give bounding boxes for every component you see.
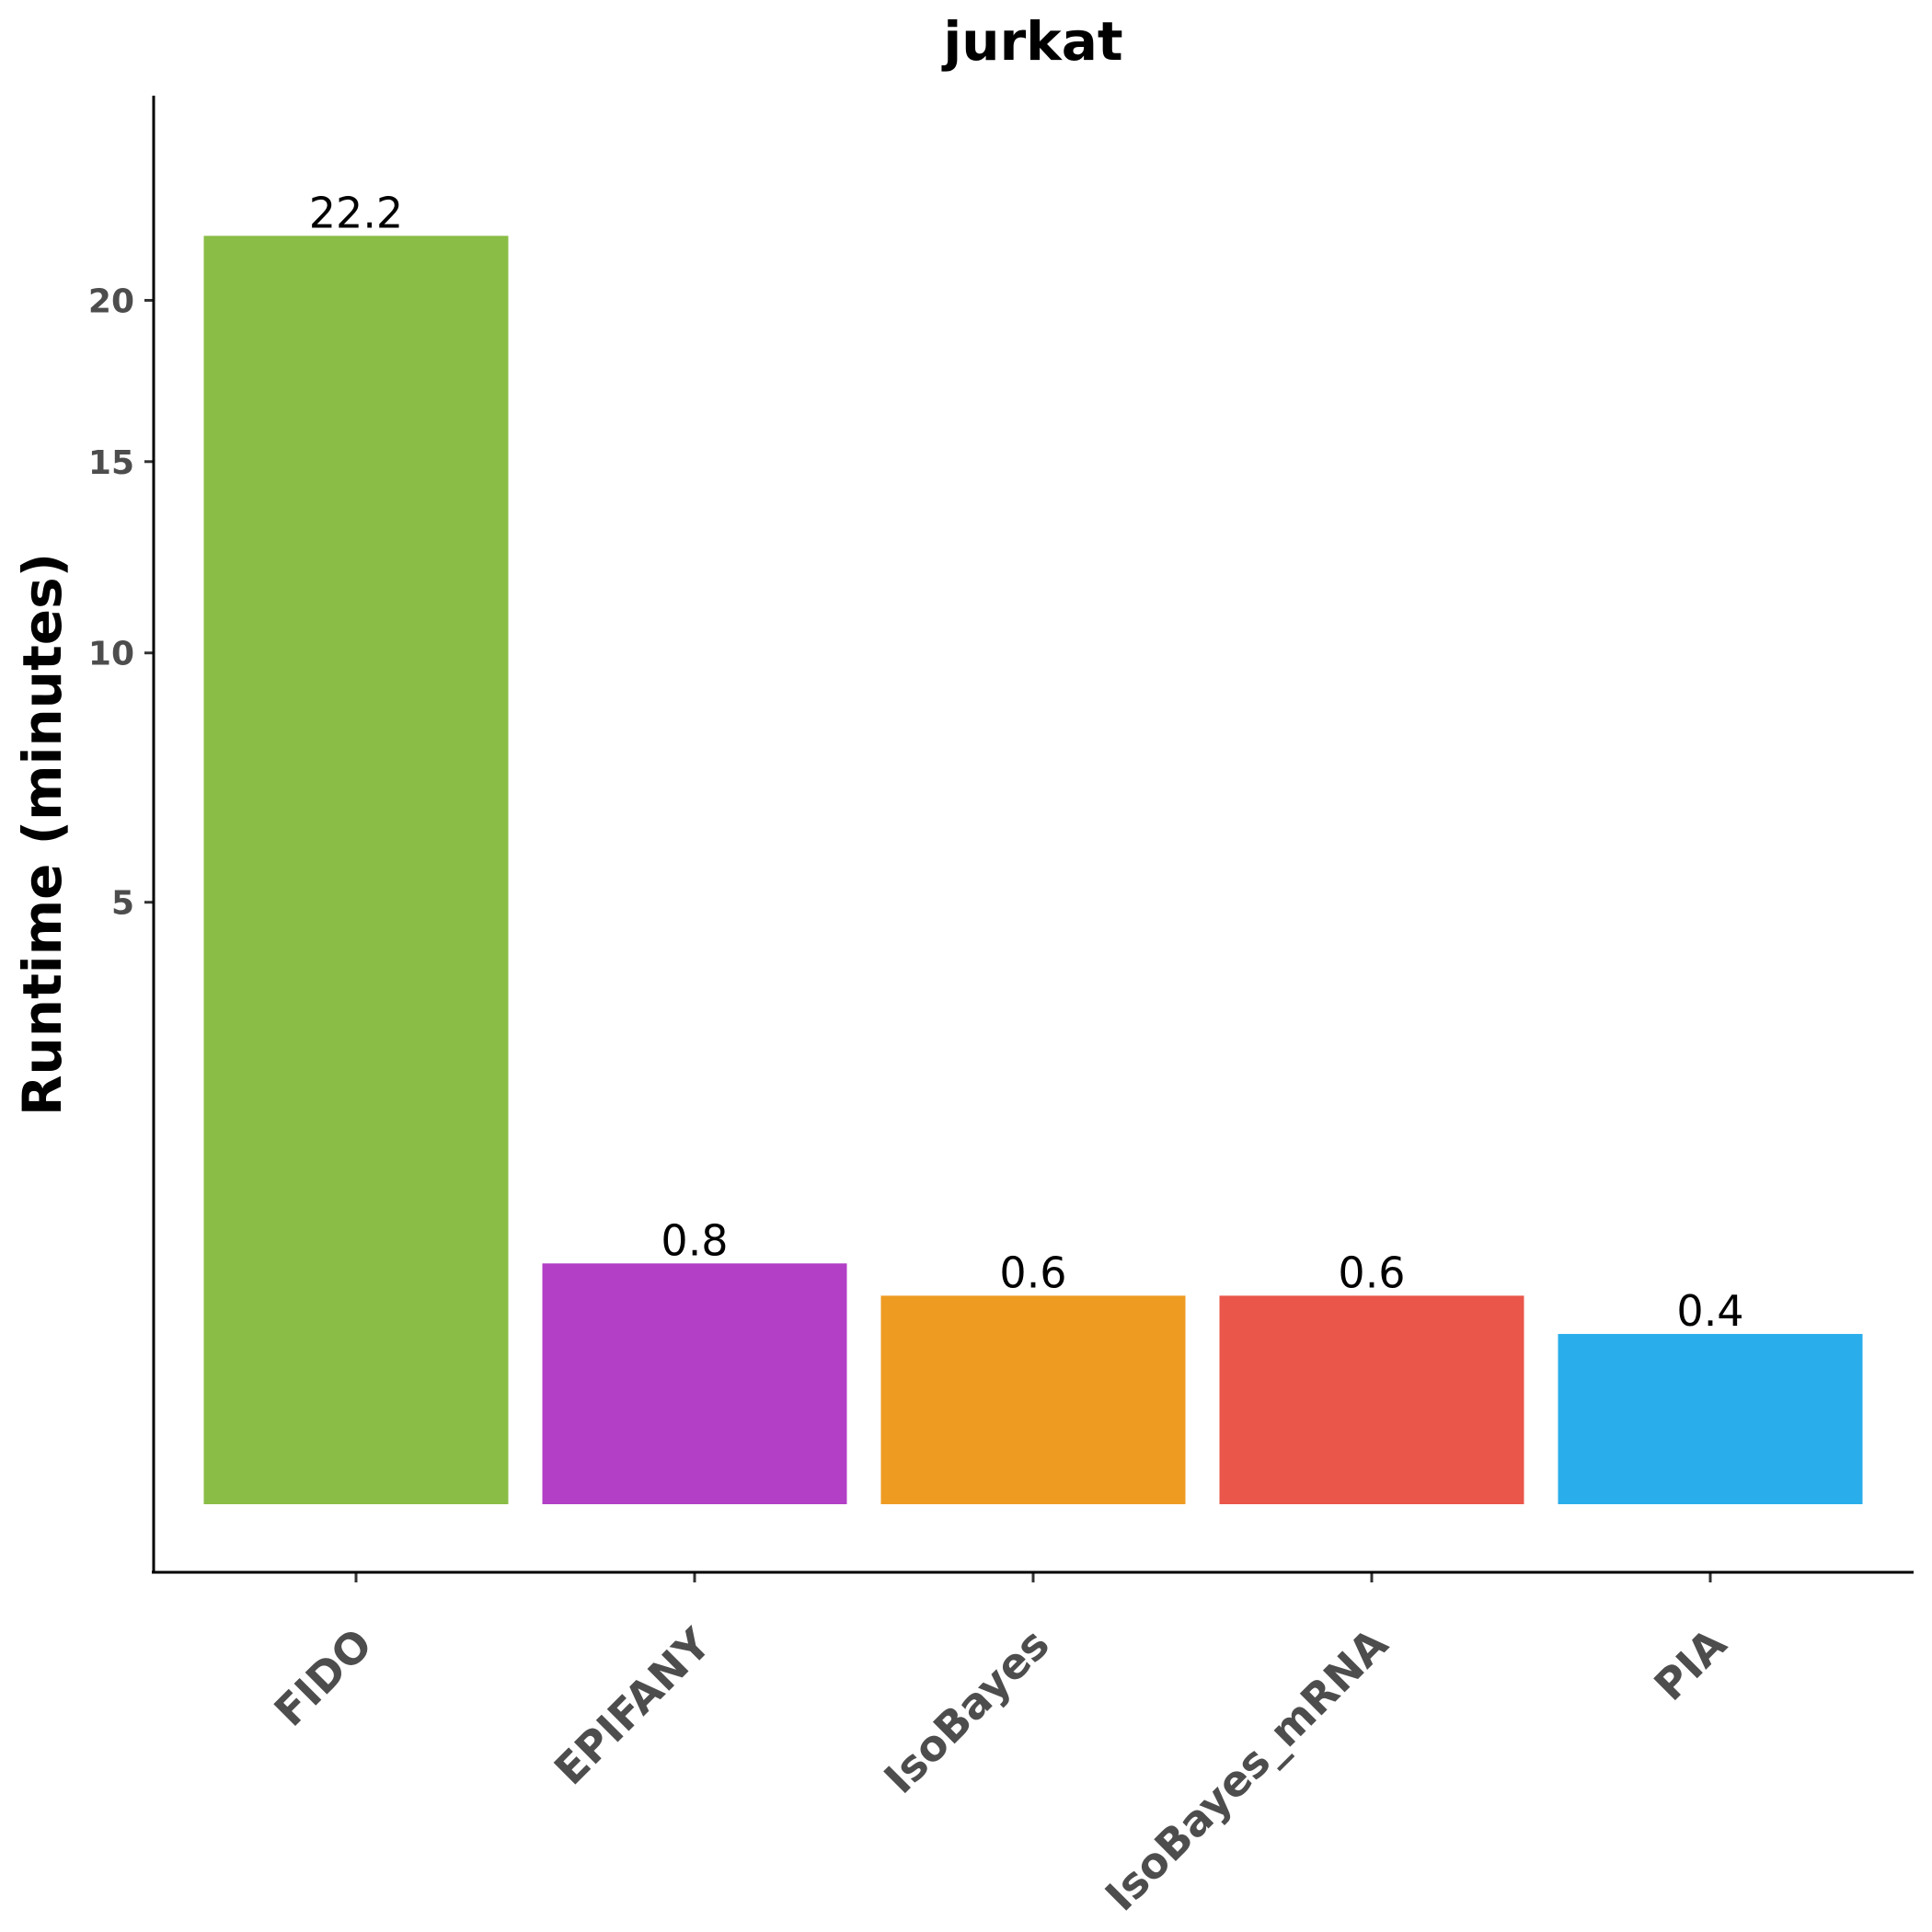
- bar-fido: [203, 236, 509, 1504]
- data-label: 0.8: [661, 1215, 728, 1265]
- data-label: 22.2: [309, 188, 403, 237]
- y-axis-ticks: 5 10 15 20: [88, 282, 154, 923]
- y-tick-label: 20: [88, 282, 134, 320]
- bar-isobayes-mrna: [1219, 1295, 1524, 1504]
- x-tick-label: IsoBayes_mRNA: [1096, 1618, 1397, 1920]
- bar-pia: [1558, 1333, 1863, 1504]
- data-label: 0.4: [1676, 1286, 1743, 1336]
- y-tick-label: 15: [88, 444, 134, 482]
- data-label: 0.6: [1338, 1248, 1405, 1297]
- y-tick-label: 5: [111, 885, 134, 923]
- bar-epifany: [542, 1263, 847, 1504]
- y-tick-label: 10: [88, 636, 134, 673]
- x-tick-label: EPIFANY: [545, 1618, 720, 1794]
- data-labels-layer: 22.2 0.8 0.6 0.6 0.4: [309, 188, 1744, 1336]
- x-tick-label: FIDO: [265, 1619, 382, 1736]
- x-tick-label: IsoBayes: [874, 1619, 1058, 1803]
- x-tick-label: PIA: [1644, 1618, 1736, 1710]
- bars-layer: [203, 236, 1863, 1504]
- bar-isobayes: [880, 1295, 1186, 1504]
- x-axis-ticks: FIDO EPIFANY IsoBayes IsoBayes_mRNA PIA: [265, 1572, 1736, 1921]
- chart-title: jurkat: [941, 10, 1122, 73]
- data-label: 0.6: [999, 1248, 1066, 1297]
- y-axis-label: Runtime (minutes): [11, 553, 74, 1116]
